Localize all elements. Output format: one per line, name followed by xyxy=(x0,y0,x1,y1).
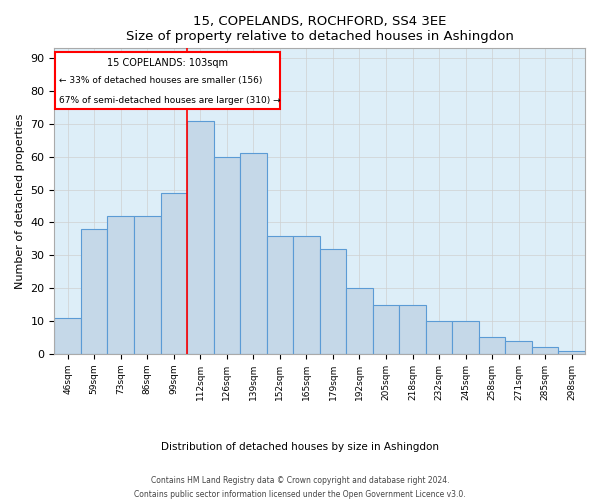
Bar xyxy=(55,52,280,109)
Bar xyxy=(161,193,187,354)
Text: 67% of semi-detached houses are larger (310) →: 67% of semi-detached houses are larger (… xyxy=(59,96,281,106)
Text: 15 COPELANDS: 103sqm: 15 COPELANDS: 103sqm xyxy=(107,58,228,68)
Bar xyxy=(55,318,81,354)
Bar xyxy=(505,341,532,354)
Bar xyxy=(240,154,266,354)
Bar xyxy=(559,350,585,354)
Bar xyxy=(107,216,134,354)
Bar xyxy=(532,348,559,354)
Bar xyxy=(373,304,399,354)
Bar xyxy=(479,338,505,354)
Bar xyxy=(320,249,346,354)
Bar xyxy=(293,236,320,354)
Title: 15, COPELANDS, ROCHFORD, SS4 3EE
Size of property relative to detached houses in: 15, COPELANDS, ROCHFORD, SS4 3EE Size of… xyxy=(126,15,514,43)
Bar xyxy=(426,321,452,354)
Y-axis label: Number of detached properties: Number of detached properties xyxy=(15,114,25,289)
Bar xyxy=(266,236,293,354)
Bar xyxy=(399,304,426,354)
Bar xyxy=(187,120,214,354)
Text: Contains HM Land Registry data © Crown copyright and database right 2024.
Contai: Contains HM Land Registry data © Crown c… xyxy=(134,476,466,498)
Text: Distribution of detached houses by size in Ashingdon: Distribution of detached houses by size … xyxy=(161,442,439,452)
Bar xyxy=(452,321,479,354)
Bar xyxy=(81,229,107,354)
Text: ← 33% of detached houses are smaller (156): ← 33% of detached houses are smaller (15… xyxy=(59,76,262,85)
Bar xyxy=(134,216,161,354)
Bar xyxy=(214,157,240,354)
Bar xyxy=(346,288,373,354)
